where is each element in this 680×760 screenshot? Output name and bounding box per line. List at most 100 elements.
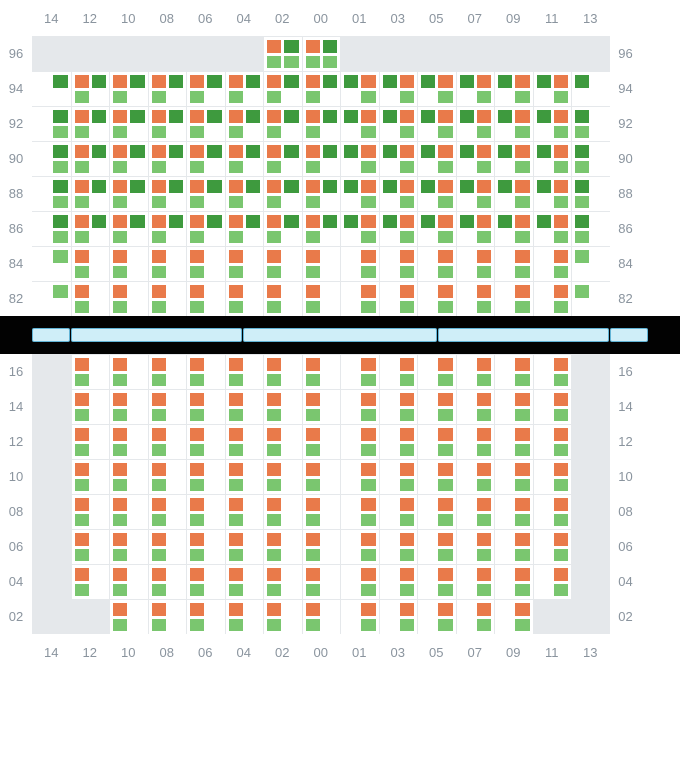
- bay-cell[interactable]: [571, 36, 610, 71]
- bay-cell[interactable]: [32, 71, 71, 106]
- bay-cell[interactable]: [340, 246, 379, 281]
- bay-cell[interactable]: [494, 36, 533, 71]
- bay-cell[interactable]: [225, 599, 264, 634]
- bay-cell[interactable]: [571, 141, 610, 176]
- bay-cell[interactable]: [379, 389, 418, 424]
- bay-cell[interactable]: [263, 71, 302, 106]
- bay-cell[interactable]: [494, 564, 533, 599]
- bay-cell[interactable]: [186, 106, 225, 141]
- bay-cell[interactable]: [456, 354, 495, 389]
- bay-cell[interactable]: [494, 389, 533, 424]
- bay-cell[interactable]: [456, 211, 495, 246]
- bay-cell[interactable]: [71, 424, 110, 459]
- bay-cell[interactable]: [456, 141, 495, 176]
- bay-cell[interactable]: [494, 354, 533, 389]
- bay-cell[interactable]: [186, 211, 225, 246]
- bay-cell[interactable]: [225, 529, 264, 564]
- bay-cell[interactable]: [302, 141, 341, 176]
- bay-cell[interactable]: [148, 564, 187, 599]
- bay-cell[interactable]: [533, 529, 572, 564]
- bay-cell[interactable]: [263, 354, 302, 389]
- bay-cell[interactable]: [148, 246, 187, 281]
- bay-cell[interactable]: [186, 564, 225, 599]
- bay-cell[interactable]: [148, 424, 187, 459]
- bay-cell[interactable]: [109, 389, 148, 424]
- bay-cell[interactable]: [571, 564, 610, 599]
- bay-cell[interactable]: [417, 36, 456, 71]
- bay-cell[interactable]: [225, 211, 264, 246]
- bay-cell[interactable]: [456, 564, 495, 599]
- bay-cell[interactable]: [571, 424, 610, 459]
- bay-cell[interactable]: [494, 211, 533, 246]
- hatch-segment[interactable]: [32, 328, 70, 342]
- bay-cell[interactable]: [533, 141, 572, 176]
- bay-cell[interactable]: [456, 71, 495, 106]
- bay-cell[interactable]: [302, 599, 341, 634]
- hatch-segment[interactable]: [610, 328, 648, 342]
- bay-cell[interactable]: [148, 281, 187, 316]
- bay-cell[interactable]: [379, 36, 418, 71]
- bay-cell[interactable]: [302, 106, 341, 141]
- bay-cell[interactable]: [71, 36, 110, 71]
- bay-cell[interactable]: [32, 564, 71, 599]
- bay-cell[interactable]: [71, 211, 110, 246]
- bay-cell[interactable]: [417, 281, 456, 316]
- bay-cell[interactable]: [263, 176, 302, 211]
- bay-cell[interactable]: [302, 36, 341, 71]
- bay-cell[interactable]: [71, 389, 110, 424]
- bay-cell[interactable]: [32, 389, 71, 424]
- bay-cell[interactable]: [71, 106, 110, 141]
- bay-cell[interactable]: [571, 599, 610, 634]
- bay-cell[interactable]: [148, 389, 187, 424]
- bay-cell[interactable]: [379, 176, 418, 211]
- bay-cell[interactable]: [32, 354, 71, 389]
- bay-cell[interactable]: [340, 211, 379, 246]
- bay-cell[interactable]: [32, 494, 71, 529]
- bay-cell[interactable]: [571, 246, 610, 281]
- bay-cell[interactable]: [32, 424, 71, 459]
- bay-cell[interactable]: [32, 246, 71, 281]
- bay-cell[interactable]: [417, 106, 456, 141]
- bay-cell[interactable]: [186, 36, 225, 71]
- bay-cell[interactable]: [302, 354, 341, 389]
- bay-cell[interactable]: [379, 141, 418, 176]
- bay-cell[interactable]: [340, 354, 379, 389]
- bay-cell[interactable]: [571, 106, 610, 141]
- bay-cell[interactable]: [71, 246, 110, 281]
- bay-cell[interactable]: [109, 141, 148, 176]
- bay-cell[interactable]: [225, 459, 264, 494]
- bay-cell[interactable]: [417, 389, 456, 424]
- bay-cell[interactable]: [533, 564, 572, 599]
- bay-cell[interactable]: [456, 176, 495, 211]
- bay-cell[interactable]: [186, 424, 225, 459]
- bay-cell[interactable]: [533, 459, 572, 494]
- bay-cell[interactable]: [186, 141, 225, 176]
- bay-cell[interactable]: [571, 494, 610, 529]
- bay-cell[interactable]: [494, 71, 533, 106]
- bay-cell[interactable]: [571, 71, 610, 106]
- bay-cell[interactable]: [109, 494, 148, 529]
- bay-cell[interactable]: [533, 246, 572, 281]
- bay-cell[interactable]: [225, 106, 264, 141]
- bay-cell[interactable]: [186, 599, 225, 634]
- bay-cell[interactable]: [71, 354, 110, 389]
- bay-cell[interactable]: [571, 459, 610, 494]
- bay-cell[interactable]: [71, 494, 110, 529]
- bay-cell[interactable]: [340, 141, 379, 176]
- bay-cell[interactable]: [148, 494, 187, 529]
- bay-cell[interactable]: [71, 529, 110, 564]
- bay-cell[interactable]: [148, 176, 187, 211]
- bay-cell[interactable]: [109, 211, 148, 246]
- bay-cell[interactable]: [417, 494, 456, 529]
- bay-cell[interactable]: [533, 424, 572, 459]
- bay-cell[interactable]: [32, 36, 71, 71]
- bay-cell[interactable]: [571, 529, 610, 564]
- bay-cell[interactable]: [571, 211, 610, 246]
- bay-cell[interactable]: [456, 459, 495, 494]
- bay-cell[interactable]: [302, 71, 341, 106]
- bay-cell[interactable]: [302, 424, 341, 459]
- bay-cell[interactable]: [263, 106, 302, 141]
- bay-cell[interactable]: [109, 354, 148, 389]
- bay-cell[interactable]: [533, 211, 572, 246]
- bay-cell[interactable]: [340, 599, 379, 634]
